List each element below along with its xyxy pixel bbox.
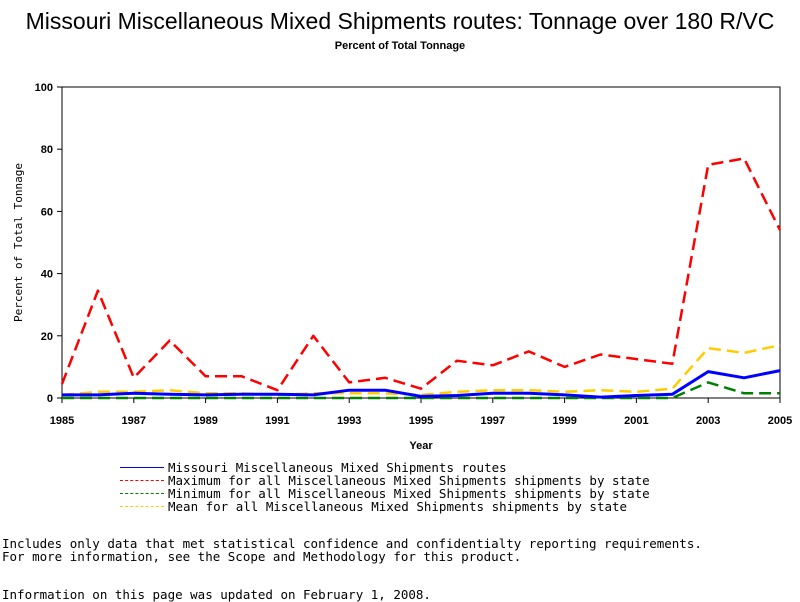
legend-label: Maximum for all Miscellaneous Mixed Ship…	[168, 473, 650, 488]
series-line-1	[60, 157, 782, 392]
x-tick-label: 2003	[696, 415, 720, 427]
x-tick-label: 1989	[193, 415, 217, 427]
legend-label: Minimum for all Miscellaneous Mixed Ship…	[168, 486, 650, 501]
x-tick-label: 1991	[265, 415, 289, 427]
legend-item: Maximum for all Miscellaneous Mixed Ship…	[120, 474, 650, 487]
footnote-methodology: For more information, see the Scope and …	[2, 549, 522, 564]
legend-swatch	[120, 493, 164, 494]
y-tick-label: 100	[35, 82, 53, 94]
x-tick-label: 2001	[624, 415, 648, 427]
chart-title: Missouri Miscellaneous Mixed Shipments r…	[25, 8, 775, 34]
legend-item: Missouri Miscellaneous Mixed Shipments r…	[120, 461, 650, 474]
series-line-2	[62, 381, 780, 400]
legend-item: Minimum for all Miscellaneous Mixed Ship…	[120, 487, 650, 500]
x-tick-label: 1999	[552, 415, 576, 427]
chart-subtitle: Percent of Total Tonnage	[334, 40, 466, 52]
chart-legend: Missouri Miscellaneous Mixed Shipments r…	[120, 461, 650, 513]
legend-swatch	[120, 506, 164, 507]
x-tick-label: 1993	[337, 415, 361, 427]
x-tick-label: 1987	[122, 415, 146, 427]
legend-item: Mean for all Miscellaneous Mixed Shipmen…	[120, 500, 650, 513]
legend-label: Missouri Miscellaneous Mixed Shipments r…	[168, 460, 507, 475]
legend-swatch	[120, 467, 164, 468]
footnote-updated: Information on this page was updated on …	[2, 587, 431, 602]
y-tick-label: 40	[41, 269, 53, 281]
y-axis-label: Percent of Total Tonnage	[12, 163, 25, 322]
plot-frame	[61, 86, 781, 399]
footnote-confidence: Includes only data that met statistical …	[2, 536, 702, 551]
x-tick-label: 2005	[768, 415, 792, 427]
legend-swatch	[120, 480, 164, 481]
y-tick-label: 60	[41, 206, 53, 218]
y-tick-label: 0	[47, 393, 53, 405]
legend-label: Mean for all Miscellaneous Mixed Shipmen…	[168, 499, 628, 514]
x-tick-label: 1995	[409, 415, 433, 427]
series-line-3	[61, 343, 781, 397]
x-tick-label: 1997	[481, 415, 505, 427]
x-tick-label: 1985	[50, 415, 74, 427]
y-tick-label: 80	[41, 144, 53, 156]
x-axis-label: Year	[409, 440, 433, 452]
series-line-0	[62, 369, 781, 399]
y-tick-label: 20	[41, 331, 53, 343]
